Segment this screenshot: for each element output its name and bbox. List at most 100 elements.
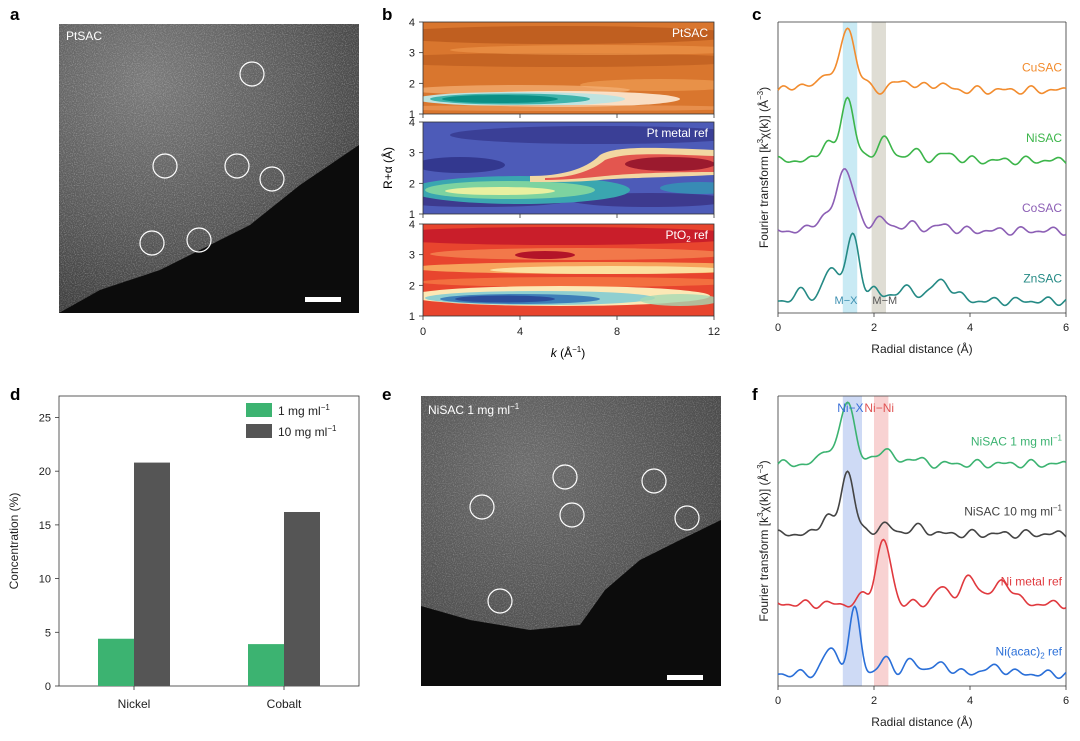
bar — [98, 638, 134, 686]
y-tick-label: 4 — [409, 117, 415, 129]
y-axis-label: Concentration (%) — [7, 493, 21, 590]
legend-swatch — [246, 424, 272, 438]
panel-e-dark-region — [421, 520, 721, 686]
x-tick-label: Nickel — [118, 697, 151, 711]
y-tick-label: 20 — [39, 466, 51, 478]
series-label: ZnSAC — [1023, 271, 1062, 285]
y-axis-label-part: χ(k)] (Å — [756, 100, 771, 139]
series-label: CuSAC — [1022, 61, 1062, 75]
y-axis-label-part: ) — [757, 87, 771, 91]
y-tick-label: 2 — [409, 78, 415, 90]
series-line — [777, 168, 1067, 237]
legend-swatch — [246, 403, 272, 417]
panel-a-dark-region — [59, 145, 359, 313]
panel-b-ylabel: R+α (Å) — [380, 147, 395, 189]
x-tick-label: 4 — [517, 326, 523, 338]
y-tick-label: 5 — [45, 627, 51, 639]
y-tick-label: 4 — [409, 17, 415, 29]
y-axis-label: Fourier transform [k3χ(k)] (Å−3) — [756, 460, 771, 621]
scale-bar — [305, 297, 341, 302]
y-tick-label: 1 — [409, 311, 415, 323]
heatmap-pt-metal-ref-label: Pt metal ref — [647, 126, 709, 140]
y-axis-label-part: Fourier transform [k — [757, 142, 771, 248]
x-tick-label: 6 — [1063, 322, 1069, 334]
atom-circle — [259, 166, 285, 192]
series-label: NiSAC — [1026, 131, 1062, 145]
panel-b: PtSAC Pt metal ref — [380, 17, 720, 360]
x-tick-label: 0 — [775, 695, 781, 707]
bar — [284, 512, 320, 686]
atom-circle — [559, 502, 585, 528]
series-line — [777, 470, 1067, 539]
series-label-sup: −1 — [1053, 503, 1063, 512]
y-tick-label: 3 — [409, 148, 415, 160]
atom-circle — [552, 464, 578, 490]
heatmap-pto2-ref — [423, 224, 714, 316]
panel-letter-a: a — [10, 5, 20, 24]
series-label: Ni metal ref — [1001, 574, 1063, 588]
band — [871, 22, 886, 313]
bar — [248, 644, 284, 686]
y-tick-label: 15 — [39, 520, 51, 532]
legend-label-main: 1 mg ml — [278, 404, 321, 418]
x-axis-label: Radial distance (Å) — [871, 341, 972, 356]
x-tick-label: 0 — [420, 326, 426, 338]
atom-circle — [674, 505, 700, 531]
panel-e-label: NiSAC 1 mg ml−1 — [428, 402, 520, 417]
y-axis-label-part: −3 — [756, 464, 765, 474]
series-label-main: NiSAC 10 mg ml — [964, 504, 1053, 518]
series-label-main: Ni(acac) — [996, 644, 1041, 658]
band — [842, 396, 862, 686]
x-tick-label: 0 — [775, 322, 781, 334]
y-axis-label: Fourier transform [k3χ(k)] (Å−3) — [756, 87, 771, 248]
series-line — [777, 96, 1067, 166]
atom-circle — [224, 153, 250, 179]
x-axis-label: Radial distance (Å) — [871, 714, 972, 729]
legend-label-sup: −1 — [321, 403, 331, 412]
atom-circle — [186, 227, 212, 253]
y-axis-label-part: Fourier transform [k — [757, 516, 771, 622]
panel-d: 0 5 10 15 20 25 Concentration (%) Nickel Cobalt 1… — [7, 395, 360, 711]
x-tick-label: 4 — [967, 695, 973, 707]
panel-a-micrograph — [59, 24, 359, 313]
legend-label-main: 10 mg ml — [278, 425, 327, 439]
y-tick-label: 1 — [409, 209, 415, 221]
series-label: CoSAC — [1022, 201, 1062, 215]
y-tick-label: 2 — [409, 178, 415, 190]
y-axis-label-part: 3 — [756, 138, 765, 143]
y-tick-label: 25 — [39, 412, 51, 424]
y-axis-label-part: 3 — [756, 512, 765, 517]
x-tick-label: 12 — [708, 326, 720, 338]
series-label-sub: 2 — [1040, 651, 1045, 660]
panel-letter-c: c — [752, 5, 761, 24]
y-tick-label: 4 — [409, 219, 415, 231]
scale-bar — [667, 675, 703, 680]
series-line — [777, 27, 1067, 95]
x-tick-label: 6 — [1063, 695, 1069, 707]
legend-label: 10 mg ml−1 — [278, 424, 337, 439]
plot-frame — [58, 395, 360, 687]
series-label: NiSAC 1 mg ml−1 — [971, 433, 1063, 448]
panel-letter-e: e — [382, 385, 391, 404]
x-tick-label: 2 — [871, 695, 877, 707]
series-line — [777, 232, 1067, 307]
series-label-main: NiSAC 1 mg ml — [971, 434, 1053, 448]
series-line — [777, 605, 1067, 680]
band — [842, 22, 858, 313]
panel-e-micrograph — [421, 396, 721, 686]
atom-circle — [139, 230, 165, 256]
y-tick-label: 2 — [409, 280, 415, 292]
series-label-end: ref — [1045, 644, 1063, 658]
series-label-main: Ni metal ref — [1001, 574, 1063, 588]
legend-label: 1 mg ml−1 — [278, 403, 330, 418]
y-axis-label-part: ) — [757, 460, 771, 464]
bar — [134, 462, 170, 686]
panel-f: 0 2 4 6 Radial distance (Å) Fourier transform… — [756, 395, 1069, 729]
y-tick-label: 3 — [409, 250, 415, 262]
heatmap-ptsac — [423, 22, 714, 114]
legend-label-sup: −1 — [327, 424, 337, 433]
x-tick-label: Cobalt — [267, 697, 302, 711]
series-label: NiSAC 10 mg ml−1 — [964, 503, 1062, 518]
series-line — [777, 538, 1067, 610]
heatmap-ptsac-label: PtSAC — [672, 26, 708, 40]
